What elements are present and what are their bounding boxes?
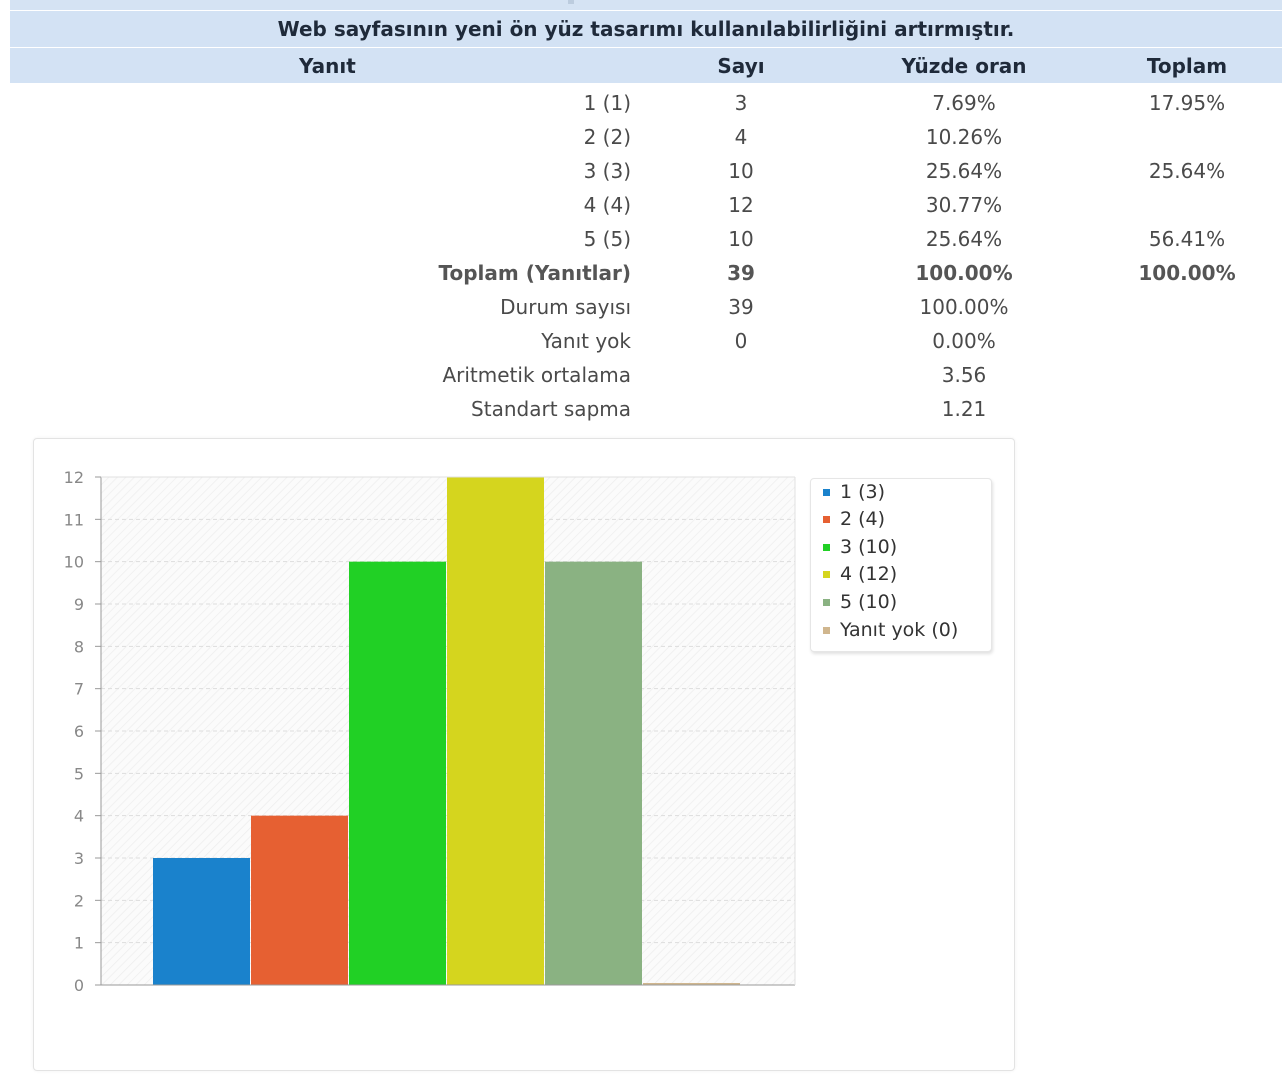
row-label: 5 (5) bbox=[583, 227, 631, 251]
legend-label: 1 (3) bbox=[840, 481, 886, 503]
summary-value: 0.00% bbox=[932, 329, 996, 353]
row-percent: 30.77% bbox=[925, 193, 1003, 217]
summary-value: 3.56 bbox=[941, 363, 987, 387]
bar bbox=[545, 561, 642, 985]
row-label: 3 (3) bbox=[583, 159, 631, 183]
row-percent: 10.26% bbox=[925, 125, 1003, 149]
bar bbox=[251, 815, 348, 985]
row-count: 12 bbox=[728, 193, 754, 217]
legend-swatch bbox=[823, 598, 830, 606]
y-tick-label: 10 bbox=[64, 553, 84, 572]
total-count: 39 bbox=[727, 261, 755, 285]
header-yuzde: Yüzde oran bbox=[901, 54, 1027, 78]
y-tick-label: 7 bbox=[74, 680, 84, 699]
summary-value: 100.00% bbox=[919, 295, 1009, 319]
legend-item: 4 (12) bbox=[823, 561, 897, 587]
summary-row: Yanıt yok 0 0.00% bbox=[10, 324, 1282, 358]
legend-swatch bbox=[823, 515, 830, 523]
total-total: 100.00% bbox=[1138, 261, 1236, 285]
y-tick-label: 8 bbox=[74, 637, 84, 656]
table-header: Yanıt Sayı Yüzde oran Toplam bbox=[10, 48, 1282, 83]
legend-item: 3 (10) bbox=[823, 534, 897, 560]
table-row: 3 (3) 10 25.64% 25.64% bbox=[10, 154, 1282, 188]
summary-label: Durum sayısı bbox=[500, 295, 631, 319]
y-tick-label: 12 bbox=[64, 468, 84, 487]
total-percent: 100.00% bbox=[915, 261, 1013, 285]
y-tick-label: 2 bbox=[74, 891, 84, 910]
summary-label: Standart sapma bbox=[471, 397, 631, 421]
row-count: 10 bbox=[728, 159, 754, 183]
legend-label: 5 (10) bbox=[840, 591, 898, 613]
row-label: 4 (4) bbox=[583, 193, 631, 217]
bar bbox=[447, 477, 544, 985]
legend-item: 1 (3) bbox=[823, 479, 885, 505]
legend-swatch bbox=[823, 488, 830, 496]
row-percent: 25.64% bbox=[925, 227, 1003, 251]
table-row: 4 (4) 12 30.77% bbox=[10, 188, 1282, 222]
legend-label: 4 (12) bbox=[840, 563, 898, 585]
question-title: Web sayfasının yeni ön yüz tasarımı kull… bbox=[10, 11, 1282, 47]
header-sayi: Sayı bbox=[717, 54, 765, 78]
row-percent: 7.69% bbox=[932, 91, 996, 115]
row-total: 56.41% bbox=[1148, 227, 1226, 251]
y-tick-label: 3 bbox=[74, 849, 84, 868]
top-strip-mark bbox=[568, 0, 574, 4]
legend-swatch bbox=[823, 570, 830, 578]
y-tick-label: 4 bbox=[74, 807, 84, 826]
summary-row: Standart sapma 1.21 bbox=[10, 392, 1282, 426]
total-row: Toplam (Yanıtlar) 39 100.00% 100.00% bbox=[10, 256, 1282, 290]
table-row: 2 (2) 4 10.26% bbox=[10, 120, 1282, 154]
total-label: Toplam (Yanıtlar) bbox=[438, 261, 632, 285]
legend-item: Yanıt yok (0) bbox=[823, 617, 958, 643]
bar bbox=[643, 983, 740, 985]
row-percent: 25.64% bbox=[925, 159, 1003, 183]
bar bbox=[349, 561, 446, 985]
summary-count: 39 bbox=[728, 295, 754, 319]
y-tick-label: 11 bbox=[64, 510, 84, 529]
y-tick-label: 1 bbox=[74, 934, 84, 953]
table-row: 1 (1) 3 7.69% 17.95% bbox=[10, 86, 1282, 120]
legend-item: 2 (4) bbox=[823, 506, 885, 532]
header-yanit: Yanıt bbox=[299, 54, 356, 78]
y-tick-label: 5 bbox=[74, 764, 84, 783]
table-row: 5 (5) 10 25.64% 56.41% bbox=[10, 222, 1282, 256]
row-count: 3 bbox=[734, 91, 748, 115]
top-strip bbox=[10, 0, 1282, 10]
summary-label: Aritmetik ortalama bbox=[442, 363, 631, 387]
header-toplam: Toplam bbox=[1146, 54, 1228, 78]
legend-label: Yanıt yok (0) bbox=[840, 619, 959, 641]
row-total: 17.95% bbox=[1148, 91, 1226, 115]
y-tick-label: 6 bbox=[74, 722, 84, 741]
legend-swatch bbox=[823, 543, 830, 551]
row-label: 2 (2) bbox=[583, 125, 631, 149]
row-count: 4 bbox=[734, 125, 748, 149]
row-total: 25.64% bbox=[1148, 159, 1226, 183]
y-tick-label: 9 bbox=[74, 595, 84, 614]
row-count: 10 bbox=[728, 227, 754, 251]
summary-row: Aritmetik ortalama 3.56 bbox=[10, 358, 1282, 392]
chart-legend: 1 (3) 2 (4) 3 (10) 4 (12) 5 (10) Yanıt y… bbox=[810, 478, 992, 652]
legend-label: 3 (10) bbox=[840, 536, 898, 558]
summary-value: 1.21 bbox=[941, 397, 987, 421]
bar bbox=[153, 858, 250, 985]
row-label: 1 (1) bbox=[583, 91, 631, 115]
statistics-table: 1 (1) 3 7.69% 17.95% 2 (2) 4 10.26% 3 (3… bbox=[10, 86, 1282, 426]
summary-row: Durum sayısı 39 100.00% bbox=[10, 290, 1282, 324]
summary-label: Yanıt yok bbox=[541, 329, 631, 353]
legend-item: 5 (10) bbox=[823, 589, 897, 615]
legend-swatch bbox=[823, 626, 830, 634]
legend-label: 2 (4) bbox=[840, 508, 886, 530]
summary-count: 0 bbox=[734, 329, 748, 353]
y-tick-label: 0 bbox=[74, 976, 84, 995]
